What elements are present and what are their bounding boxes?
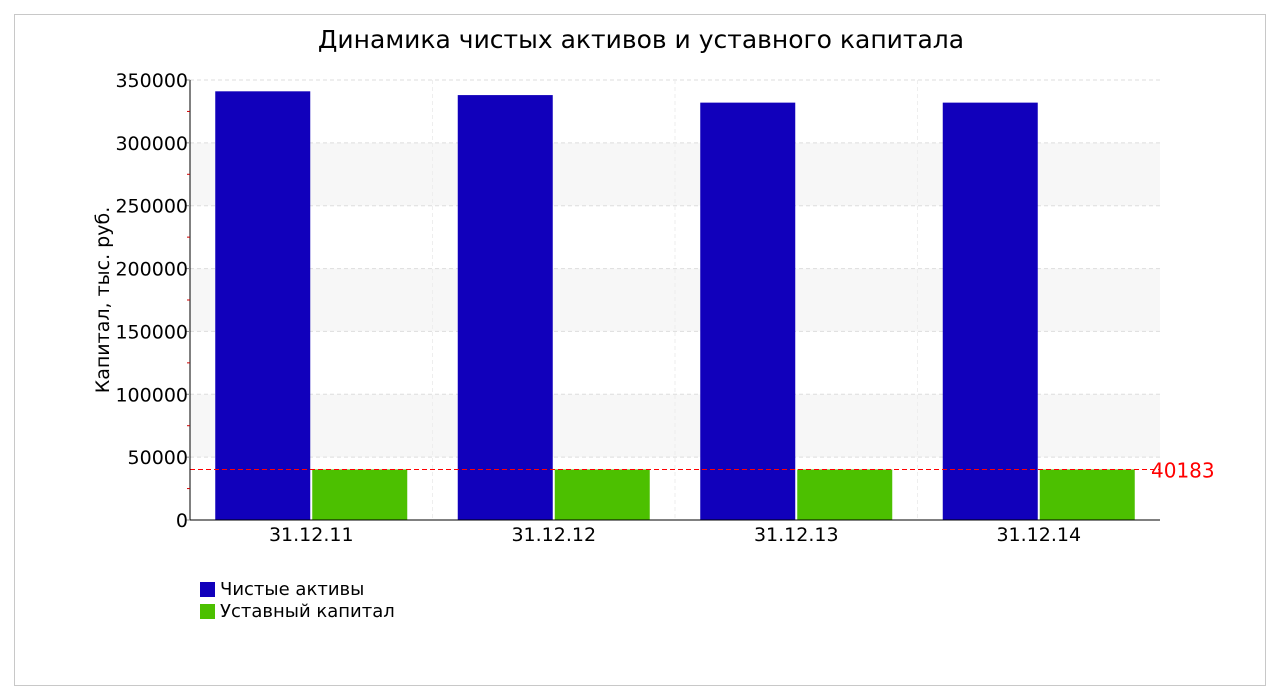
y-tick-label: 250000 <box>115 196 188 218</box>
x-tick-label: 31.12.14 <box>996 524 1081 546</box>
y-tick-label: 300000 <box>115 133 188 155</box>
bar-charter-capital <box>554 469 650 520</box>
chart-title: Динамика чистых активов и уставного капи… <box>318 25 964 54</box>
legend-label-charter-capital: Уставный капитал <box>220 600 395 622</box>
y-tick-label: 0 <box>176 510 188 532</box>
bar-charter-capital <box>1039 469 1135 520</box>
y-tick-label: 200000 <box>115 259 188 281</box>
legend-label-net-assets: Чистые активы <box>220 578 365 600</box>
x-tick-label: 31.12.13 <box>754 524 839 546</box>
y-axis-label: Капитал, тыс. руб. <box>92 207 114 394</box>
bar-net-assets <box>457 95 553 520</box>
bar-net-assets <box>215 91 311 521</box>
x-tick-label: 31.12.11 <box>269 524 354 546</box>
reference-line-label: 40183 <box>1151 458 1215 482</box>
bar-charter-capital <box>797 469 893 520</box>
legend-swatch-net-assets <box>200 581 215 597</box>
legend-item-charter-capital: Уставный капитал <box>200 600 395 622</box>
y-tick-label: 350000 <box>115 70 188 92</box>
legend-item-net-assets: Чистые активы <box>200 578 395 600</box>
bar-net-assets <box>700 102 796 520</box>
y-tick-label: 50000 <box>128 447 188 469</box>
legend-swatch-charter-capital <box>200 603 215 619</box>
y-tick-label: 100000 <box>115 384 188 406</box>
y-tick-label: 150000 <box>115 321 188 343</box>
x-tick-label: 31.12.12 <box>511 524 596 546</box>
bar-net-assets <box>942 102 1038 520</box>
bar-charter-capital <box>312 469 408 520</box>
legend: Чистые активы Уставный капитал <box>200 578 395 622</box>
